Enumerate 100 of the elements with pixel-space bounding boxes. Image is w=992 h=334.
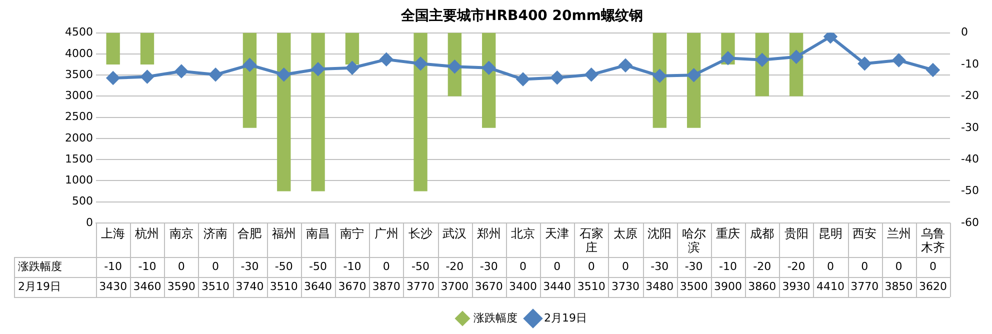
point (653, 69, 666, 82)
data-label: 3850 (884, 280, 913, 293)
x-tick-label: 西安 (852, 226, 877, 240)
data-label: -20 (787, 260, 806, 273)
x-tick-label: 哈尔滨 (682, 226, 706, 255)
y-tick-label: 3500 (64, 68, 93, 81)
y2-tick-label: -10 (961, 57, 979, 70)
x-tick-label: 济南 (204, 226, 228, 240)
data-label: -20 (753, 260, 772, 273)
data-label: 3740 (236, 280, 264, 293)
point (448, 60, 462, 74)
point (106, 72, 120, 85)
data-label: -10 (719, 260, 737, 273)
point (346, 61, 359, 74)
data-label: -30 (650, 260, 669, 273)
data-label: 0 (382, 260, 390, 273)
data-label: 0 (895, 260, 902, 273)
data-label: 0 (861, 260, 868, 273)
x-tick-label: 太原 (614, 226, 638, 240)
data-label: -50 (274, 260, 293, 273)
point (790, 50, 803, 64)
point (892, 54, 906, 67)
y-tick-label: 3000 (64, 89, 93, 102)
data-label: 3400 (509, 280, 538, 293)
point (380, 52, 393, 66)
x-tick-label: 南昌 (306, 226, 330, 240)
data-label: 4410 (816, 280, 844, 293)
data-label: 3430 (99, 280, 128, 293)
data-label: 3640 (304, 280, 332, 293)
data-label: 3590 (167, 280, 196, 293)
data-label: 0 (929, 260, 936, 273)
x-tick-label: 昆明 (818, 226, 842, 240)
data-label: -10 (104, 260, 122, 273)
x-tick-label: 成都 (750, 226, 774, 240)
point (584, 68, 598, 82)
x-tick-label: 郑州 (476, 226, 501, 240)
data-label: -50 (412, 260, 430, 273)
data-label: 0 (622, 260, 629, 273)
data-label: 3510 (202, 280, 230, 293)
text: 涨跌幅度 (18, 260, 62, 273)
data-label: -50 (309, 260, 328, 273)
point (721, 52, 734, 65)
point (550, 71, 564, 84)
point (619, 58, 632, 72)
x-tick-label: 石家庄 (579, 226, 604, 255)
x-tick-label: 福州 (272, 226, 296, 240)
data-label: 0 (826, 260, 834, 273)
point (687, 68, 700, 82)
x-tick-label: 乌鲁木齐 (920, 226, 945, 255)
x-tick-label: 杭州 (134, 226, 160, 240)
data-label: -30 (480, 260, 498, 273)
y-tick-label: 4500 (64, 26, 93, 39)
x-tick-label: 上海 (101, 226, 126, 240)
y2-tick-label: -30 (961, 120, 979, 134)
y-tick-label: 0 (86, 216, 93, 229)
x-tick-label: 沈阳 (648, 226, 672, 240)
y-tick-label: 2500 (64, 110, 93, 124)
y-tick-label: 2000 (64, 131, 93, 144)
chart-title: 全国主要城市HRB400 20mm螺纹钢 (400, 7, 643, 24)
data-label: 0 (212, 260, 220, 273)
point (516, 72, 530, 86)
x-tick-label: 兰州 (886, 226, 911, 240)
x-tick-label: 武汉 (442, 226, 467, 240)
data-label: 3730 (612, 280, 640, 293)
data-label: 3620 (918, 280, 947, 293)
x-tick-label: 合肥 (238, 226, 262, 240)
data-label: 0 (554, 260, 561, 273)
data-label: 3900 (714, 280, 742, 293)
x-tick-label: 天津 (545, 226, 570, 240)
data-label: 0 (178, 260, 185, 273)
data-label: 3770 (406, 280, 435, 293)
x-tick-label: 南宁 (340, 226, 364, 240)
y2-tick-label: -40 (961, 152, 979, 166)
x-tick-label: 南京 (169, 226, 194, 240)
data-label: 3770 (850, 280, 879, 293)
point (140, 70, 154, 84)
data-label: 0 (588, 260, 595, 273)
x-tick-label: 北京 (511, 226, 536, 240)
y-tick-label: 1000 (64, 174, 93, 187)
data-label: 3510 (577, 280, 606, 293)
data-label: 0 (520, 260, 527, 273)
point (824, 32, 837, 44)
point (312, 62, 325, 76)
data-label: -10 (138, 260, 156, 273)
point (243, 58, 256, 72)
point (926, 63, 940, 76)
point (209, 68, 222, 82)
data-label: 3860 (748, 280, 776, 293)
data-label: 3700 (440, 280, 469, 293)
data-label: 3440 (543, 280, 572, 293)
y-tick-label: 500 (72, 194, 93, 208)
data-label: 3670 (474, 280, 503, 293)
data-label: 3500 (680, 280, 708, 293)
point (174, 64, 188, 78)
legend-label: 涨跌幅度 (474, 311, 518, 324)
point (414, 57, 428, 70)
data-label: 3460 (133, 280, 162, 293)
y2-tick-label: -50 (961, 184, 979, 198)
point (277, 68, 290, 82)
data-label: 3670 (338, 280, 366, 293)
